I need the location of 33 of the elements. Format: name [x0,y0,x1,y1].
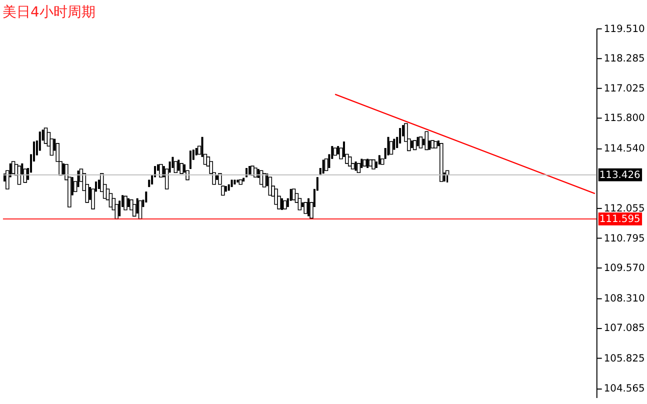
candlestick [399,127,402,144]
y-tick-label: 114.540 [604,143,645,154]
candlestick [230,179,233,188]
y-tick-label: 112.055 [604,203,645,214]
ref-line-label: 113.426 [599,170,640,181]
y-tick-label: 104.565 [604,384,645,395]
candlestick [234,179,236,186]
y-tick-label: 107.085 [604,323,645,334]
candlestick [354,160,357,172]
y-tick-label: 109.570 [604,263,645,274]
candlestick [77,170,80,188]
candlestick [159,164,163,178]
y-tick-label: 115.800 [604,113,645,124]
ref-line-label: 111.595 [599,214,640,225]
candlestick [378,154,380,166]
candlestick [304,202,308,214]
y-tick-label: 108.310 [604,294,645,305]
y-tick-label: 118.285 [604,53,645,64]
chart-title: 美日4小时周期 [2,4,96,20]
y-tick-label: 105.825 [604,353,645,364]
y-tick-label: 117.025 [604,84,645,95]
candlestick [172,156,174,169]
y-tick-label: 119.510 [604,24,645,35]
candlestick [216,174,218,181]
candlestick [372,159,376,170]
candlestick [124,196,128,210]
candlestick [145,190,148,204]
y-tick-label: 110.795 [604,234,645,245]
candlestick [180,163,184,174]
candlestick [189,150,192,170]
candlestick [387,136,390,156]
candlestick [38,130,41,152]
candlestick [416,136,419,147]
